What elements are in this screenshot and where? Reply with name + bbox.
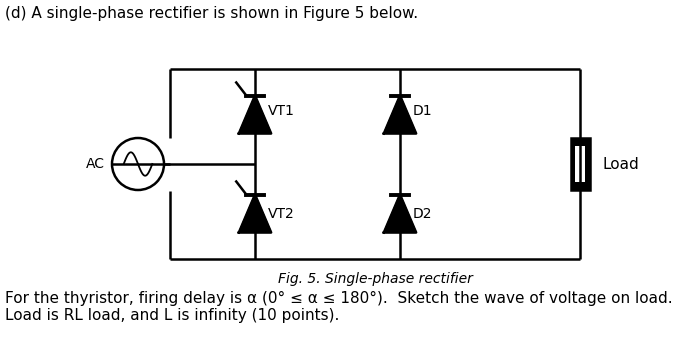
Bar: [570, 138, 589, 190]
Text: Fig. 5. Single-phase rectifier: Fig. 5. Single-phase rectifier: [278, 272, 473, 286]
Text: AC: AC: [86, 157, 105, 171]
Text: For the thyristor, firing delay is α (0° ≤ α ≤ 180°).  Sketch the wave of voltag: For the thyristor, firing delay is α (0°…: [5, 291, 673, 323]
Polygon shape: [384, 194, 416, 233]
Text: Load: Load: [603, 157, 639, 172]
Text: VT1: VT1: [268, 104, 295, 118]
Polygon shape: [239, 95, 271, 133]
Text: (d) A single-phase rectifier is shown in Figure 5 below.: (d) A single-phase rectifier is shown in…: [5, 6, 418, 21]
Polygon shape: [384, 95, 416, 133]
Bar: [575, 146, 585, 182]
Text: D1: D1: [413, 104, 433, 118]
Text: D2: D2: [413, 207, 433, 221]
Text: VT2: VT2: [268, 207, 295, 221]
Polygon shape: [239, 194, 271, 233]
